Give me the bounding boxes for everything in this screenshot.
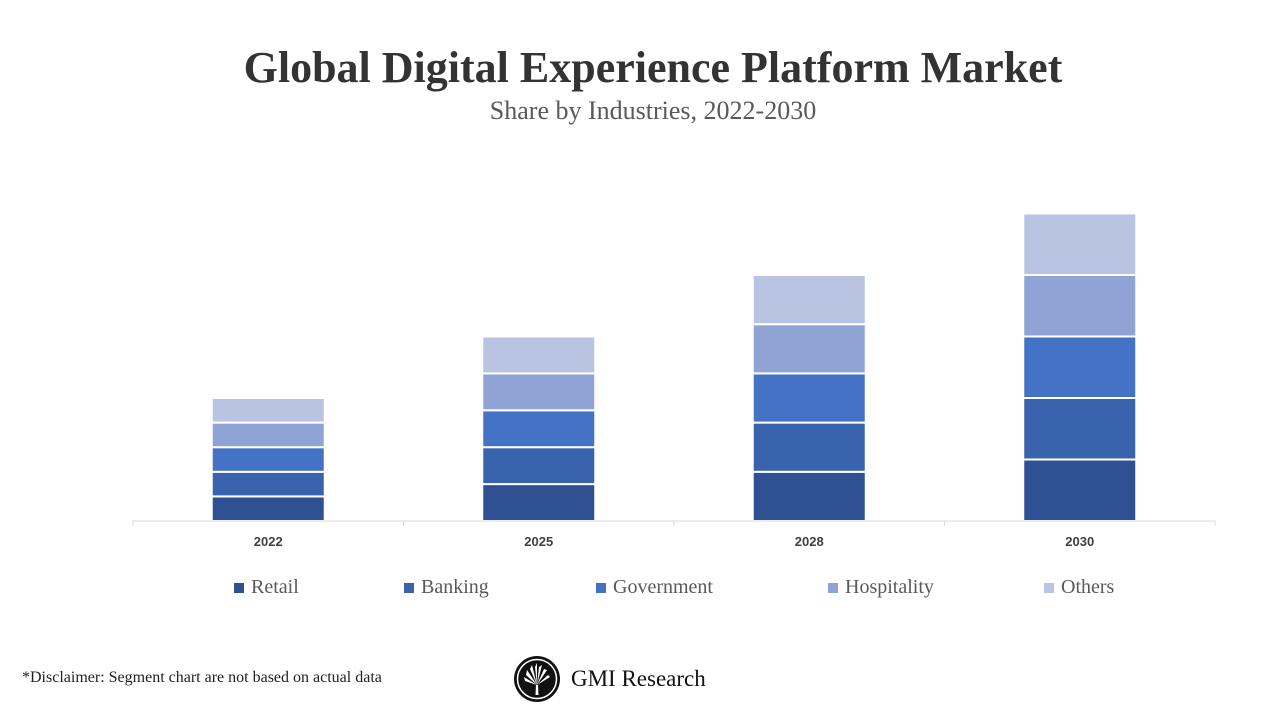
legend-item-government: Government xyxy=(596,576,713,599)
legend-item-others: Others xyxy=(1044,576,1114,599)
bar-segment-others-2022 xyxy=(210,397,326,424)
legend-swatch xyxy=(596,582,606,593)
gmi-logo-icon xyxy=(514,656,560,702)
bar-segment-banking-2028 xyxy=(751,421,867,473)
disclaimer: *Disclaimer: Segment chart are not based… xyxy=(22,669,382,686)
legend: Retail Banking Government Hospitality Others xyxy=(0,576,1280,600)
bar-segment-banking-2030 xyxy=(1022,397,1138,461)
legend-swatch xyxy=(828,582,838,593)
legend-label: Retail xyxy=(251,576,299,598)
x-tick-label: 2022 xyxy=(254,534,283,549)
legend-swatch xyxy=(234,582,244,593)
gmi-research-logo: GMI Research xyxy=(513,655,706,703)
bar-segment-government-2030 xyxy=(1022,335,1138,399)
legend-label: Hospitality xyxy=(845,576,934,598)
legend-label: Government xyxy=(613,576,713,598)
legend-item-hospitality: Hospitality xyxy=(828,576,934,599)
bar-segment-government-2022 xyxy=(210,446,326,473)
bar-segment-hospitality-2025 xyxy=(481,372,597,412)
bar-segment-hospitality-2028 xyxy=(751,323,867,375)
bar-segment-government-2025 xyxy=(481,409,597,449)
x-tick-label: 2030 xyxy=(1065,534,1094,549)
legend-label: Others xyxy=(1061,576,1115,598)
legend-swatch xyxy=(404,582,414,593)
bar-segment-retail-2028 xyxy=(751,470,867,522)
chart-title: Global Digital Experience Platform Marke… xyxy=(243,43,1063,92)
bar-segment-others-2028 xyxy=(751,274,867,326)
bar-segment-retail-2022 xyxy=(210,495,326,522)
bar-segment-banking-2022 xyxy=(210,470,326,498)
bar-segment-retail-2030 xyxy=(1022,458,1138,522)
bar-segment-others-2030 xyxy=(1022,212,1138,276)
x-tick-label: 2028 xyxy=(795,534,824,549)
bar-segment-banking-2025 xyxy=(481,446,597,486)
legend-label: Banking xyxy=(421,576,489,598)
bar-segment-retail-2025 xyxy=(481,483,597,523)
legend-item-banking: Banking xyxy=(404,576,489,599)
legend-swatch xyxy=(1044,582,1054,593)
chart-subtitle: Share by Industries, 2022-2030 xyxy=(489,96,817,125)
brand-name: GMI Research xyxy=(571,666,706,691)
bar-segment-hospitality-2022 xyxy=(210,421,326,449)
x-tick-label: 2025 xyxy=(524,534,553,549)
bar-segment-hospitality-2030 xyxy=(1022,274,1138,338)
bar-segment-others-2025 xyxy=(481,335,597,375)
bar-segment-government-2028 xyxy=(751,372,867,424)
legend-item-retail: Retail xyxy=(234,576,299,599)
